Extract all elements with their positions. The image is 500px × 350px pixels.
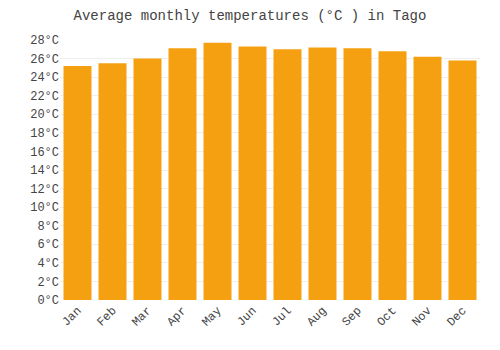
svg-text:0°C: 0°C [37,294,59,308]
svg-text:28°C: 28°C [30,34,59,48]
svg-text:8°C: 8°C [37,220,59,234]
svg-text:16°C: 16°C [30,146,59,160]
svg-text:Jun: Jun [234,304,259,329]
svg-text:May: May [199,304,224,329]
svg-text:18°C: 18°C [30,127,59,141]
svg-text:Jul: Jul [269,304,294,329]
svg-text:Feb: Feb [94,304,119,329]
svg-text:Jan: Jan [59,304,84,329]
svg-text:12°C: 12°C [30,183,59,197]
svg-text:Aug: Aug [304,304,329,329]
svg-text:14°C: 14°C [30,164,59,178]
svg-text:Oct: Oct [374,304,399,329]
svg-text:20°C: 20°C [30,108,59,122]
svg-text:Sep: Sep [339,304,364,329]
svg-text:Dec: Dec [444,304,469,329]
svg-text:10°C: 10°C [30,201,59,215]
svg-text:4°C: 4°C [37,257,59,271]
svg-text:Apr: Apr [164,304,189,329]
svg-text:22°C: 22°C [30,90,59,104]
svg-text:Mar: Mar [129,304,154,329]
svg-text:24°C: 24°C [30,71,59,85]
svg-text:Nov: Nov [409,304,434,329]
svg-text:Average monthly temperatures (: Average monthly temperatures (°C ) in Ta… [74,8,427,24]
svg-text:26°C: 26°C [30,53,59,67]
svg-text:2°C: 2°C [37,276,59,290]
svg-text:6°C: 6°C [37,238,59,252]
